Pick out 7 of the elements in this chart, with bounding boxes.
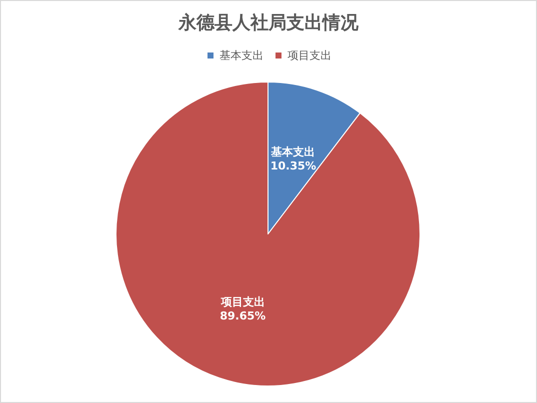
data-label: 10.35% [270,160,316,173]
slice-label: 基本支出 [270,146,316,159]
slice-label: 项目支出 [220,295,265,308]
data-label: 89.65% [220,309,266,322]
legend-label: 项目支出 [288,49,332,62]
legend-label: 基本支出 [220,49,264,62]
chart-title: 永德县人社局支出情况 [178,12,360,34]
